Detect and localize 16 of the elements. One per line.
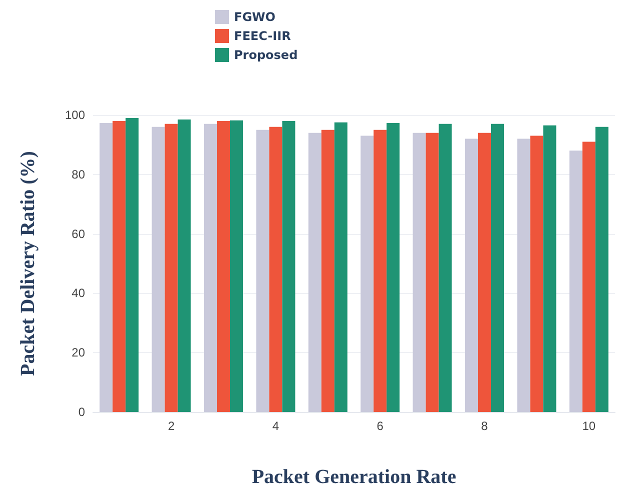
y-tick-label: 60	[72, 226, 86, 241]
x-tick-label: 6	[376, 419, 384, 433]
y-tick-label: 80	[72, 167, 86, 182]
y-tick-label: 40	[72, 286, 86, 300]
y-tick-label: 100	[64, 108, 86, 122]
x-tick-label: 10	[582, 419, 596, 433]
legend-label: FGWO	[234, 10, 276, 24]
y-tick-label: 20	[72, 346, 86, 360]
legend-label: Proposed	[234, 48, 298, 62]
y-axis-title: Packet Delivery Ratio (%)	[17, 151, 39, 376]
legend-label: FEEC-IIR	[234, 29, 291, 43]
x-axis-title: Packet Generation Rate	[252, 466, 456, 488]
x-tick-label: 4	[272, 419, 280, 433]
x-tick-label: 2	[168, 419, 175, 433]
x-tick-label: 8	[481, 419, 488, 433]
y-tick-label: 0	[78, 405, 86, 419]
